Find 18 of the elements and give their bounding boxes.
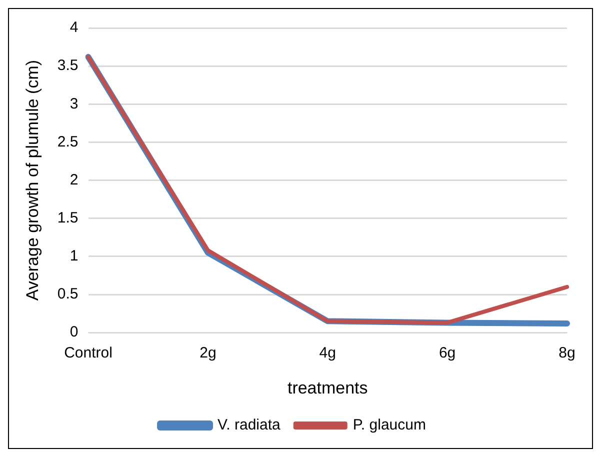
y-tick-label: 0: [70, 324, 78, 341]
y-tick-label: 1.5: [57, 210, 78, 227]
legend-label: P. glaucum: [352, 416, 426, 434]
y-tick-label: 0.5: [57, 286, 78, 303]
y-tick-label: 4: [70, 19, 78, 36]
y-axis-title: Average growth of plumule (cm): [22, 60, 42, 301]
y-tick-label: 3.5: [57, 57, 78, 74]
y-tick-label: 2: [70, 171, 78, 188]
x-tick-label: 2g: [200, 344, 216, 362]
x-tick-label: 8g: [558, 344, 576, 362]
x-tick-label: 6g: [438, 344, 456, 362]
legend-label: V. radiata: [218, 416, 282, 434]
y-tick-label: 2.5: [57, 133, 78, 150]
x-tick-label: 4g: [319, 344, 336, 362]
y-tick-label: 1: [70, 248, 78, 265]
x-axis-title: treatments: [287, 378, 368, 398]
y-tick-label: 3: [70, 95, 78, 112]
x-tick-label: Control: [64, 344, 112, 362]
